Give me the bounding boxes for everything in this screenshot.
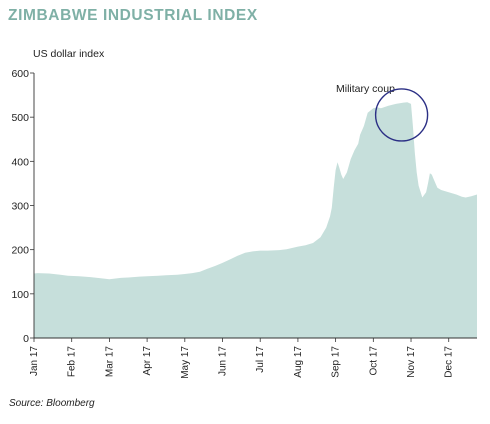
x-tick-label: Oct 17: [368, 346, 379, 376]
y-tick-label: 600: [11, 68, 29, 80]
chart-title: ZIMBABWE INDUSTRIAL INDEX: [8, 7, 258, 24]
y-tick-label: 300: [11, 201, 29, 213]
x-tick-label: Apr 17: [142, 346, 153, 376]
y-tick-label: 500: [11, 112, 29, 124]
x-tick-label: Jul 17: [255, 346, 266, 373]
y-tick-label: 0: [23, 333, 29, 345]
x-tick-label: Jun 17: [218, 346, 229, 376]
x-tick-label: Feb 17: [67, 346, 78, 378]
y-tick-label: 200: [11, 245, 29, 257]
source-note: Source: Bloomberg: [9, 398, 95, 409]
x-tick-label: Mar 17: [104, 346, 115, 378]
y-axis-label: US dollar index: [33, 48, 105, 60]
y-tick-label: 100: [11, 289, 29, 301]
area-series: [34, 102, 477, 338]
x-tick-label: Nov 17: [406, 346, 417, 378]
annotation-label: Military coup: [336, 83, 395, 95]
y-tick-label: 400: [11, 156, 29, 168]
x-tick-label: Jan 17: [29, 346, 40, 376]
x-tick-label: May 17: [180, 346, 191, 379]
x-tick-label: Dec 17: [444, 346, 455, 378]
x-tick-label: Sep 17: [331, 346, 342, 378]
annotation-circle: [374, 88, 429, 142]
x-tick-label: Aug 17: [293, 346, 304, 378]
